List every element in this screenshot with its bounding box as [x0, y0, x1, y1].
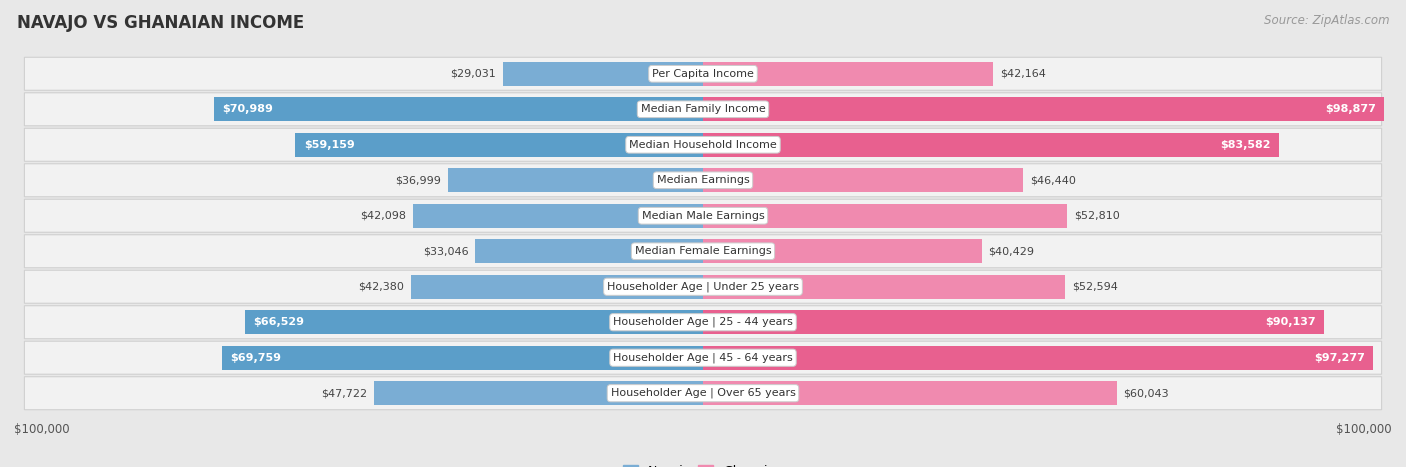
Text: Median Family Income: Median Family Income	[641, 104, 765, 114]
Text: $46,440: $46,440	[1029, 175, 1076, 185]
Bar	[703, 168, 1024, 192]
FancyBboxPatch shape	[24, 164, 1382, 197]
Bar	[475, 239, 703, 263]
Bar	[222, 346, 703, 370]
Text: $66,529: $66,529	[253, 317, 304, 327]
Text: Householder Age | 45 - 64 years: Householder Age | 45 - 64 years	[613, 353, 793, 363]
Text: $40,429: $40,429	[988, 246, 1035, 256]
Text: $83,582: $83,582	[1220, 140, 1271, 150]
Text: $100,000: $100,000	[1336, 423, 1392, 436]
FancyBboxPatch shape	[24, 235, 1382, 268]
Bar	[703, 310, 1324, 334]
Text: $36,999: $36,999	[395, 175, 441, 185]
Text: $70,989: $70,989	[222, 104, 273, 114]
Bar	[703, 204, 1067, 228]
FancyBboxPatch shape	[24, 341, 1382, 374]
Text: $52,594: $52,594	[1073, 282, 1118, 292]
Bar	[703, 133, 1279, 157]
Text: Householder Age | Under 25 years: Householder Age | Under 25 years	[607, 282, 799, 292]
Bar	[413, 204, 703, 228]
Text: Householder Age | Over 65 years: Householder Age | Over 65 years	[610, 388, 796, 398]
Bar	[503, 62, 703, 86]
Text: $60,043: $60,043	[1123, 388, 1170, 398]
Legend: Navajo, Ghanaian: Navajo, Ghanaian	[619, 460, 787, 467]
Bar	[703, 381, 1116, 405]
Bar	[703, 239, 981, 263]
Text: Householder Age | 25 - 44 years: Householder Age | 25 - 44 years	[613, 317, 793, 327]
FancyBboxPatch shape	[24, 199, 1382, 232]
FancyBboxPatch shape	[24, 270, 1382, 303]
Text: $42,164: $42,164	[1001, 69, 1046, 79]
FancyBboxPatch shape	[24, 128, 1382, 161]
Bar	[245, 310, 703, 334]
Text: $47,722: $47,722	[321, 388, 367, 398]
Bar	[703, 97, 1384, 121]
Text: $33,046: $33,046	[423, 246, 468, 256]
Bar	[703, 346, 1374, 370]
Text: $52,810: $52,810	[1074, 211, 1119, 221]
Bar	[703, 62, 994, 86]
Bar	[449, 168, 703, 192]
Text: Median Female Earnings: Median Female Earnings	[634, 246, 772, 256]
Text: Median Earnings: Median Earnings	[657, 175, 749, 185]
Text: $59,159: $59,159	[304, 140, 354, 150]
Text: $90,137: $90,137	[1265, 317, 1316, 327]
Bar	[411, 275, 703, 299]
FancyBboxPatch shape	[24, 377, 1382, 410]
FancyBboxPatch shape	[24, 93, 1382, 126]
Bar	[295, 133, 703, 157]
FancyBboxPatch shape	[24, 306, 1382, 339]
Text: Source: ZipAtlas.com: Source: ZipAtlas.com	[1264, 14, 1389, 27]
Bar	[214, 97, 703, 121]
Text: $42,098: $42,098	[360, 211, 406, 221]
Text: Median Male Earnings: Median Male Earnings	[641, 211, 765, 221]
Text: NAVAJO VS GHANAIAN INCOME: NAVAJO VS GHANAIAN INCOME	[17, 14, 304, 32]
Text: $97,277: $97,277	[1315, 353, 1365, 363]
FancyBboxPatch shape	[24, 57, 1382, 90]
Text: $42,380: $42,380	[359, 282, 404, 292]
Text: $69,759: $69,759	[231, 353, 281, 363]
Bar	[374, 381, 703, 405]
Bar	[703, 275, 1066, 299]
Text: $100,000: $100,000	[14, 423, 70, 436]
Text: $29,031: $29,031	[450, 69, 496, 79]
Text: $98,877: $98,877	[1324, 104, 1376, 114]
Text: Per Capita Income: Per Capita Income	[652, 69, 754, 79]
Text: Median Household Income: Median Household Income	[628, 140, 778, 150]
